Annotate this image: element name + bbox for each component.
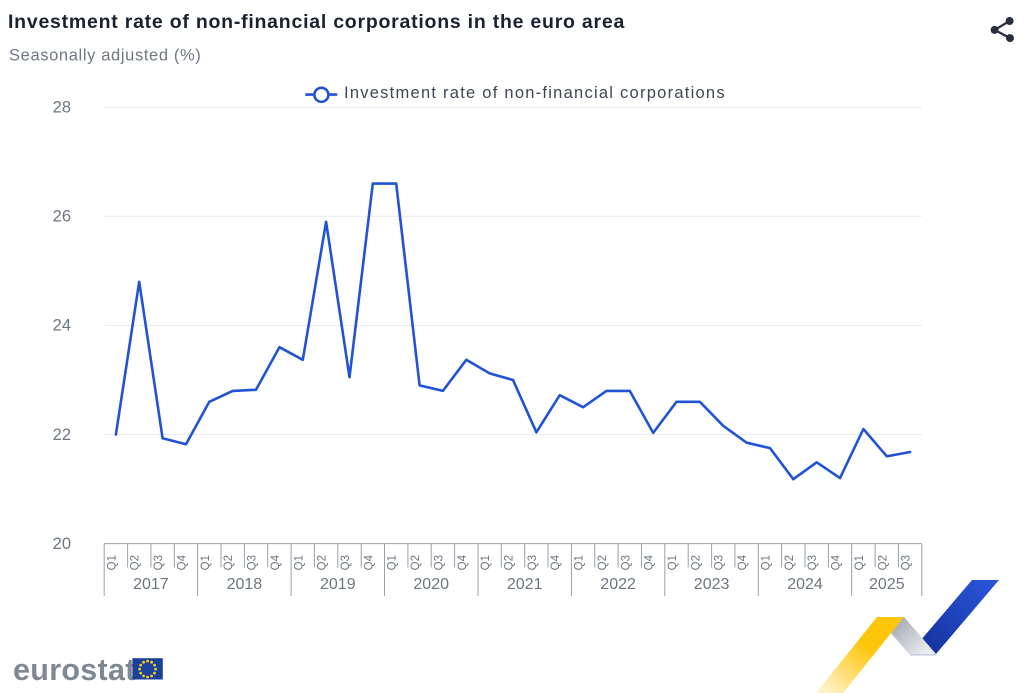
svg-text:Q4: Q4 [831, 554, 843, 570]
svg-text:2025: 2025 [869, 576, 905, 593]
svg-text:2019: 2019 [320, 576, 356, 593]
svg-text:Q1: Q1 [387, 555, 399, 570]
svg-text:Q1: Q1 [667, 555, 679, 570]
svg-text:Q2: Q2 [597, 555, 609, 570]
svg-text:Q4: Q4 [177, 554, 189, 570]
svg-text:Investment rate of non-financi: Investment rate of non-financial corpora… [8, 11, 625, 33]
svg-text:eurostat: eurostat [13, 653, 136, 687]
svg-text:Q2: Q2 [690, 555, 702, 570]
svg-text:Q4: Q4 [644, 554, 656, 570]
svg-text:22: 22 [53, 426, 71, 444]
svg-text:Q3: Q3 [620, 555, 632, 570]
svg-text:24: 24 [53, 317, 71, 335]
svg-text:2023: 2023 [694, 576, 730, 593]
svg-text:Q3: Q3 [153, 555, 165, 570]
svg-text:Q3: Q3 [527, 555, 539, 570]
svg-text:Q3: Q3 [807, 555, 819, 570]
svg-text:Seasonally adjusted (%): Seasonally adjusted (%) [9, 46, 201, 64]
svg-text:Q4: Q4 [550, 554, 562, 570]
svg-text:Q4: Q4 [270, 554, 282, 570]
svg-text:Investment rate of non-financi: Investment rate of non-financial corpora… [344, 84, 726, 102]
svg-text:28: 28 [53, 99, 71, 117]
svg-text:Q1: Q1 [200, 555, 212, 570]
svg-text:2017: 2017 [133, 576, 169, 593]
svg-text:Q2: Q2 [410, 555, 422, 570]
svg-text:2018: 2018 [227, 576, 263, 593]
svg-text:Q1: Q1 [854, 555, 866, 570]
svg-text:Q2: Q2 [784, 555, 796, 570]
svg-text:Q4: Q4 [363, 554, 375, 570]
svg-text:Q3: Q3 [340, 555, 352, 570]
svg-text:Q3: Q3 [433, 555, 445, 570]
svg-text:Q1: Q1 [480, 555, 492, 570]
svg-text:Q3: Q3 [714, 555, 726, 570]
svg-text:2020: 2020 [413, 576, 449, 593]
svg-text:Q2: Q2 [130, 555, 142, 570]
svg-text:2022: 2022 [600, 576, 636, 593]
svg-text:Q2: Q2 [877, 555, 889, 570]
svg-text:20: 20 [53, 535, 71, 553]
svg-text:Q2: Q2 [223, 555, 235, 570]
svg-text:Q4: Q4 [457, 554, 469, 570]
svg-text:Q2: Q2 [504, 555, 516, 570]
svg-text:Q1: Q1 [574, 555, 586, 570]
svg-text:2024: 2024 [787, 576, 823, 593]
svg-text:Q4: Q4 [737, 554, 749, 570]
svg-text:Q1: Q1 [293, 555, 305, 570]
svg-text:Q1: Q1 [761, 555, 773, 570]
svg-text:Q3: Q3 [901, 555, 913, 570]
svg-text:Q2: Q2 [317, 555, 329, 570]
svg-text:26: 26 [53, 208, 71, 226]
svg-text:2021: 2021 [507, 576, 543, 593]
svg-text:Q1: Q1 [106, 555, 118, 570]
svg-text:Q3: Q3 [247, 555, 259, 570]
